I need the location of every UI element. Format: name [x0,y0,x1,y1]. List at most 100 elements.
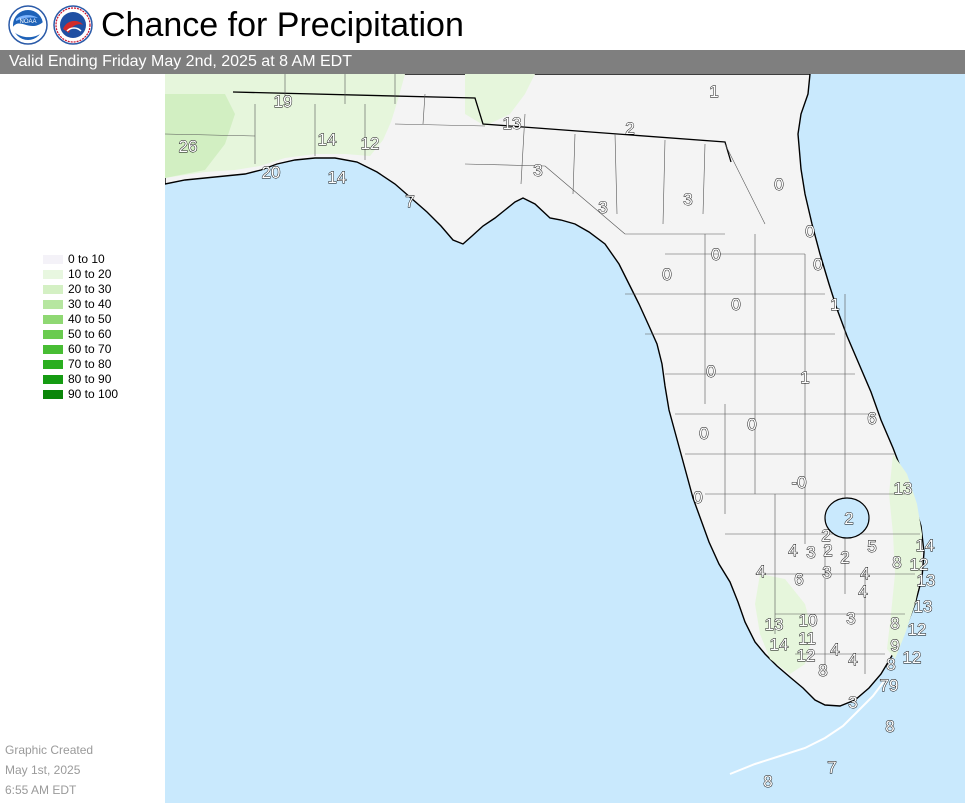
legend-swatch [43,345,63,354]
point-value: 0 [774,175,783,194]
point-value: 12 [797,646,816,665]
nws-logo [53,5,93,45]
shade-10-20-bigbend [465,74,535,126]
point-value: 4 [788,541,797,560]
point-value: 12 [903,648,922,667]
point-value: 8 [892,553,901,572]
point-value: 0 [747,415,756,434]
point-value: 12 [361,134,380,153]
point-value: 0 [731,295,740,314]
point-value: 8 [763,772,772,791]
point-value: 1 [709,82,718,101]
legend-label: 60 to 70 [68,342,112,356]
point-values: 19 13 1 2 26 14 12 20 14 7 3 3 3 0 0 0 0… [178,82,936,792]
legend-label: 50 to 60 [68,327,112,341]
legend-item: 0 to 10 [43,252,153,267]
valid-time-text: Valid Ending Friday May 2nd, 2025 at 8 A… [9,53,352,70]
point-value: 2 [844,509,853,528]
county-lines [165,74,920,674]
legend-item: 40 to 50 [43,312,153,327]
point-value: 14 [328,168,347,187]
point-value: 2 [840,548,849,567]
noaa-logo: NOAA [8,5,48,45]
legend-label: 20 to 30 [68,282,112,296]
point-value: 13 [503,114,522,133]
header: NOAA Chance for Precipitation [0,0,965,50]
legend-swatch [43,390,63,399]
shade-20-30-west [165,94,235,178]
point-value: 0 [805,222,814,241]
florida-keys [729,679,886,775]
point-value: 2 [823,541,832,560]
legend-item: 50 to 60 [43,327,153,342]
point-value: 7 [827,758,836,777]
shade-10-20-sw-coast [755,574,813,674]
point-value: 11 [798,629,816,648]
legend-label: 30 to 40 [68,297,112,311]
legend-item: 30 to 40 [43,297,153,312]
legend-swatch [43,315,63,324]
legend-item: 60 to 70 [43,342,153,357]
legend-swatch [43,270,63,279]
point-value: 13 [894,479,913,498]
legend: 0 to 10 10 to 20 20 to 30 30 to 40 40 to… [43,252,153,402]
point-value: 0 [693,488,702,507]
point-value: 6 [794,570,803,589]
point-value: 1 [830,295,839,314]
point-value: 8 [885,717,894,736]
shade-10-20-east-coast [887,454,922,659]
legend-swatch [43,300,63,309]
point-value: 13 [917,571,936,590]
point-value: 20 [262,163,281,182]
point-value: 4 [830,640,839,659]
point-value: 3 [848,693,857,712]
point-value: 0 [699,424,708,443]
point-value: -0 [791,473,806,492]
point-value: 0 [706,362,715,381]
point-value: 0 [711,245,720,264]
point-value: 3 [533,161,542,180]
created-date: May 1st, 2025 [5,763,81,777]
point-value: 4 [756,562,765,581]
point-value: 0 [813,255,822,274]
lake-okeechobee [824,497,870,539]
point-value: 8 [818,661,827,680]
point-value: 79 [880,676,899,695]
legend-label: 70 to 80 [68,357,112,371]
legend-swatch [43,285,63,294]
point-value: 4 [848,650,857,669]
page-title: Chance for Precipitation [101,6,464,44]
legend-item: 70 to 80 [43,357,153,372]
legend-swatch [43,255,63,264]
created-label: Graphic Created [5,743,94,757]
legend-label: 40 to 50 [68,312,112,326]
point-value: 14 [770,635,789,654]
legend-swatch [43,330,63,339]
point-value: 12 [908,620,927,639]
point-value: 2 [625,119,634,138]
point-value: 19 [274,92,293,111]
point-value: 2 [821,526,830,545]
point-value: 3 [806,543,815,562]
valid-time-bar: Valid Ending Friday May 2nd, 2025 at 8 A… [0,50,965,74]
legend-swatch [43,360,63,369]
point-value: 3 [598,198,607,217]
point-value: 7 [405,192,414,211]
point-value: 12 [910,555,929,574]
point-value: 3 [846,609,855,628]
point-value: 13 [765,615,784,634]
legend-label: 0 to 10 [68,252,105,266]
point-value: 9 [890,636,899,655]
legend-item: 10 to 20 [43,267,153,282]
svg-text:NOAA: NOAA [19,19,36,25]
legend-label: 80 to 90 [68,372,112,386]
legend-label: 10 to 20 [68,267,112,281]
legend-swatch [43,375,63,384]
point-value: 13 [914,597,933,616]
point-value: 8 [886,655,895,674]
point-value: 10 [799,611,818,630]
point-value: 6 [867,409,876,428]
graphic-created-note: Graphic Created May 1st, 2025 6:55 AM ED… [5,740,93,800]
legend-item: 20 to 30 [43,282,153,297]
point-value: 3 [822,563,831,582]
